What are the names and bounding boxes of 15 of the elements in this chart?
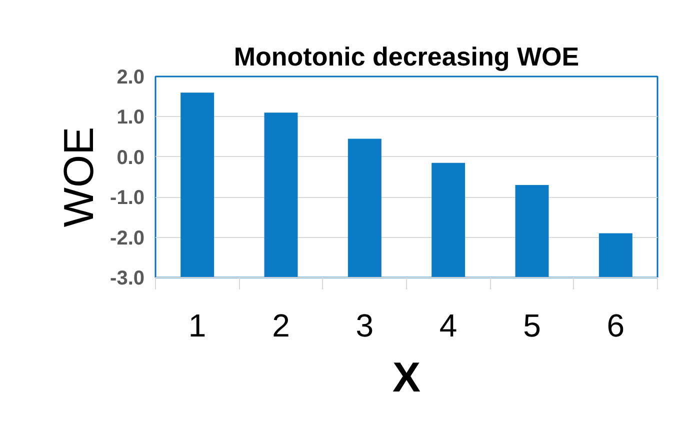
y-tick-label: -3.0 [110, 268, 145, 290]
x-tick-label: 5 [523, 308, 541, 344]
x-tick-label: 4 [439, 308, 458, 344]
chart-title: Monotonic decreasing WOE [234, 42, 580, 72]
y-tick-label: -1.0 [110, 187, 145, 210]
y-tick-label: 0.0 [116, 146, 145, 169]
x-tick-label: 6 [606, 308, 625, 344]
x-tick-label: 1 [188, 308, 206, 344]
y-axis-title: WOE [55, 126, 102, 228]
y-tick-label: 2.0 [116, 66, 145, 88]
y-tick-label: 1.0 [116, 106, 145, 129]
y-tick-label: -2.0 [110, 227, 145, 250]
x-axis-title: X [392, 354, 421, 400]
x-tick-label: 2 [272, 308, 290, 344]
x-tick-label: 3 [356, 308, 374, 344]
